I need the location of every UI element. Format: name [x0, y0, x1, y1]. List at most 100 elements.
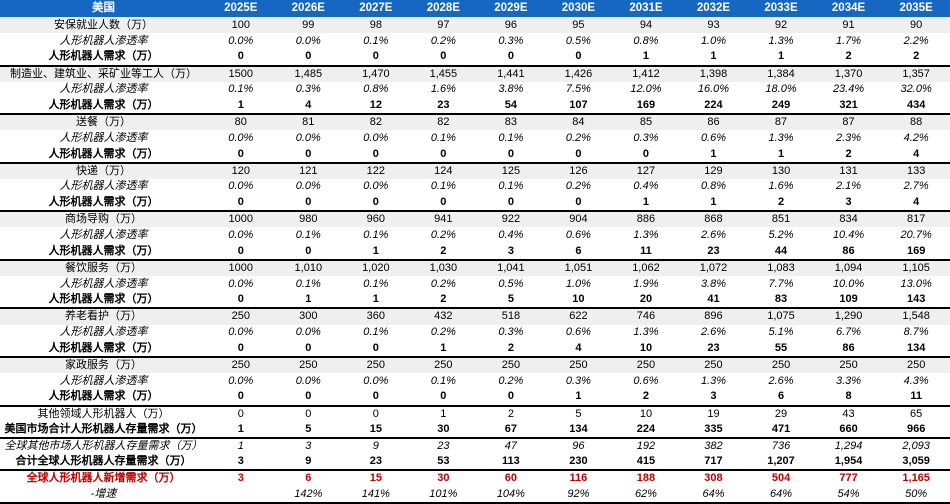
cell-value: 0.6% — [700, 131, 727, 144]
cell-value: 3 — [237, 455, 244, 468]
row-label: 人形机器人渗透率 — [59, 180, 148, 193]
cell-value: 0.5% — [565, 34, 591, 47]
cell-value: 980 — [274, 210, 343, 228]
cell-value: 0 — [305, 50, 312, 63]
cell-value: 0.1% — [295, 277, 321, 290]
cell-value: 0.8% — [363, 83, 389, 96]
cell-value: 120 — [207, 161, 275, 179]
cell-value: 1500 — [207, 64, 275, 82]
cell-value: 12 — [369, 99, 382, 112]
cell-value: 0.3% — [633, 131, 659, 144]
cell-value: 133 — [882, 161, 950, 179]
cell-value: 1,165 — [882, 469, 950, 487]
cell-value: 0.6% — [565, 326, 591, 339]
cell-value: 0.0% — [363, 180, 389, 193]
table-row: 送餐（万） 80 81 82 82 83 84 85 86 87 87 88 — [0, 113, 950, 131]
cell-value: 121 — [274, 161, 343, 179]
cell-value: 0 — [440, 196, 447, 209]
table-row: 人形机器人需求（万） 0 0 0 0 0 0 0 1 1 2 4 — [0, 147, 950, 163]
cell-value: 1,485 — [274, 64, 343, 82]
cell-value: 6 — [777, 390, 785, 403]
cell-value: 18.0% — [765, 83, 797, 96]
cell-value: 2 — [440, 244, 447, 257]
cell-value: 169 — [906, 244, 926, 257]
cell-value: 0 — [440, 147, 447, 160]
table-row: 餐饮服务（万） 1000 1,010 1,020 1,030 1,041 1,051 1,06… — [0, 258, 950, 276]
cell-value: 1.0% — [700, 34, 727, 47]
cell-value: 54 — [504, 99, 518, 112]
year-column-header: 2031E — [612, 0, 680, 17]
cell-value: 1,290 — [814, 307, 883, 325]
cell-value: 0 — [507, 147, 514, 160]
cell-value: 0.2% — [430, 34, 456, 47]
cell-value: 1.3% — [768, 34, 794, 47]
cell-value: 0.4% — [498, 229, 524, 242]
cell-value: 0.1% — [498, 131, 524, 144]
cell-value: 0.0% — [228, 229, 254, 242]
year-column-header: 2034E — [814, 0, 883, 17]
cell-value: 0 — [575, 147, 582, 160]
cell-value: 64% — [747, 486, 815, 504]
cell-value: 99 — [274, 17, 343, 34]
cell-value: 1 — [642, 50, 650, 63]
cell-value: 0 — [372, 147, 379, 160]
cell-value: 41 — [707, 293, 720, 306]
cell-value: 250 — [274, 355, 343, 374]
cell-value: 0.2% — [498, 374, 524, 387]
row-label: 人形机器人需求（万） — [48, 99, 159, 112]
cell-value: 62% — [612, 486, 680, 504]
cell-value: 5 — [544, 404, 613, 422]
year-column-header: 2033E — [747, 0, 815, 17]
cell-value: 20 — [639, 293, 653, 306]
cell-value: 2 — [642, 390, 650, 403]
table-row: 家政服务（万） 250 250 250 250 250 250 250 250 250 250 250 — [0, 355, 950, 374]
cell-value: 1,398 — [679, 64, 748, 82]
cell-value: 6 — [274, 469, 343, 487]
cell-value: 0.0% — [295, 34, 321, 47]
cell-value: 4 — [575, 341, 582, 354]
cell-value: 960 — [342, 210, 410, 228]
table-row: 人形机器人需求（万） 0 0 0 0 0 0 1 1 2 3 4 — [0, 195, 950, 211]
cell-value: 966 — [906, 422, 926, 435]
cell-value: 851 — [747, 210, 815, 228]
table-row: 全球其他市场人形机器人存量需求（万） 1 3 9 23 47 96 192 382 736 1,29… — [0, 436, 950, 455]
cell-value: 0 — [237, 341, 244, 354]
cell-value: 0.2% — [565, 131, 591, 144]
cell-value: 0 — [507, 390, 514, 403]
row-label: 全球其他市场人形机器人存量需求（万） — [0, 436, 207, 455]
table-row: 人形机器人需求（万） 0 0 0 0 0 1 2 3 6 8 11 — [0, 389, 950, 405]
cell-value: 82 — [409, 113, 478, 131]
cell-value: 0.0% — [295, 374, 321, 387]
cell-value: 107 — [569, 99, 588, 112]
cell-value: 0.6% — [633, 374, 659, 387]
cell-value: 23 — [437, 99, 450, 112]
cell-value: 896 — [679, 307, 748, 325]
cell-value: 0.0% — [295, 131, 321, 144]
cell-value: 23 — [369, 455, 382, 468]
cell-value: 0.8% — [633, 34, 659, 47]
table-row: 人形机器人渗透率 0.0% 0.1% 0.1% 0.2% 0.5% 1.0% 1.9% 3.8%… — [0, 276, 950, 292]
cell-value: 250 — [207, 307, 275, 325]
cell-value: 83 — [477, 113, 545, 131]
cell-value: 0 — [372, 341, 379, 354]
cell-value: 1.7% — [836, 34, 862, 47]
cell-value: 0.3% — [498, 326, 524, 339]
cell-value: 660 — [839, 422, 858, 435]
cell-value: 5.1% — [768, 326, 794, 339]
table-row: 人形机器人渗透率 0.0% 0.0% 0.0% 0.1% 0.1% 0.2% 0.3% 0.6%… — [0, 130, 950, 146]
cell-value: 0.0% — [228, 131, 254, 144]
cell-value: 2.2% — [903, 34, 929, 47]
cell-value: 471 — [771, 422, 791, 435]
row-label: 人形机器人渗透率 — [59, 83, 148, 96]
cell-value: 0.2% — [430, 326, 456, 339]
cell-value: 97 — [409, 17, 478, 34]
cell-value: 4 — [913, 196, 920, 209]
cell-value: 86 — [679, 113, 748, 131]
cell-value: 0.0% — [295, 180, 321, 193]
cell-value: 382 — [679, 436, 748, 455]
cell-value: 1,412 — [612, 64, 680, 82]
cell-value: 53 — [437, 455, 450, 468]
cell-value: 1.3% — [700, 374, 727, 387]
cell-value: 0 — [237, 390, 244, 403]
cell-value: 19 — [679, 404, 748, 422]
